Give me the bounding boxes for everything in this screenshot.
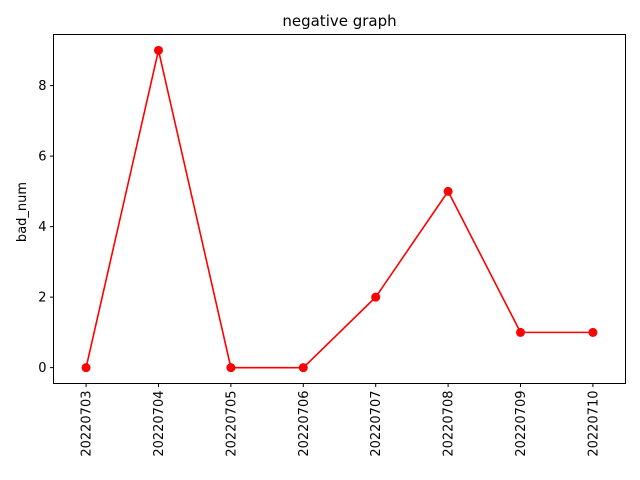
plot-area-frame xyxy=(53,34,626,384)
y-tick-label: 4 xyxy=(38,220,46,235)
x-tick-label: 20220704 xyxy=(152,391,167,457)
y-axis-label: bad_num xyxy=(15,182,30,242)
chart-title: negative graph xyxy=(282,12,396,30)
x-tick-label: 20220708 xyxy=(442,391,457,457)
series-layer xyxy=(81,45,598,373)
y-tick-label: 2 xyxy=(38,291,46,306)
x-tick-label: 20220710 xyxy=(586,391,601,457)
y-tick-label: 0 xyxy=(38,361,46,376)
series-line xyxy=(85,49,593,369)
y-tick-label: 8 xyxy=(38,79,46,94)
x-tick-label: 20220706 xyxy=(297,391,312,457)
data-point xyxy=(81,363,91,373)
x-tick-label: 20220703 xyxy=(80,391,95,457)
data-point xyxy=(443,186,453,196)
y-tick-label: 6 xyxy=(38,150,46,165)
data-point xyxy=(588,327,598,337)
x-tick-label: 20220709 xyxy=(514,391,529,457)
data-point xyxy=(153,45,163,55)
data-point xyxy=(371,292,381,302)
data-point xyxy=(516,327,526,337)
x-tick-label: 20220707 xyxy=(369,391,384,457)
data-point xyxy=(298,363,308,373)
x-tick-label: 20220705 xyxy=(224,391,239,457)
data-point xyxy=(226,363,236,373)
x-axis: 20220703 20220704 20220705 20220706 20220707… xyxy=(80,383,601,457)
y-axis: 0 2 4 6 8 xyxy=(38,79,54,376)
